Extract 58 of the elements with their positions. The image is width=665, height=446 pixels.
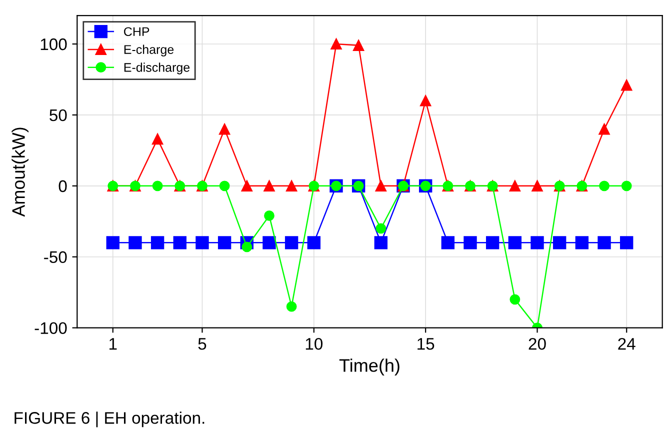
point <box>219 124 230 135</box>
point <box>508 236 522 250</box>
point <box>575 236 589 250</box>
point <box>242 242 252 252</box>
y-tick-label: 50 <box>50 109 67 122</box>
point <box>464 236 477 250</box>
x-tick-label: 1 <box>110 338 117 350</box>
x-tick-label: 10 <box>306 338 323 350</box>
point <box>509 180 520 192</box>
point <box>420 95 432 106</box>
legend-label: CHP <box>124 27 150 36</box>
point <box>264 180 275 192</box>
y-tick-label: -100 <box>34 322 67 334</box>
y-axis-title: Amout(kW) <box>12 128 28 217</box>
x-tick-label: 15 <box>418 338 434 350</box>
point <box>598 124 610 135</box>
x-tick-label: 20 <box>528 338 546 350</box>
point <box>152 134 164 145</box>
point <box>353 40 364 51</box>
point <box>262 236 276 250</box>
point <box>621 80 632 91</box>
caption: FIGURE 6 | EH operation. <box>14 412 204 428</box>
point <box>307 236 320 250</box>
x-tick-label: 5 <box>198 338 206 350</box>
point <box>441 236 455 250</box>
point <box>173 236 186 250</box>
point <box>598 236 611 250</box>
y-tick-label: 100 <box>40 38 67 50</box>
point <box>375 180 386 192</box>
point <box>374 236 388 250</box>
point <box>599 180 610 192</box>
point <box>150 236 164 250</box>
point <box>530 236 544 250</box>
point <box>152 180 163 192</box>
point <box>621 180 632 192</box>
y-tick-label: 0 <box>58 180 67 192</box>
point <box>330 38 342 50</box>
legend-label: E-charge <box>124 44 174 56</box>
point <box>620 236 634 250</box>
point <box>128 236 142 250</box>
point <box>219 180 230 192</box>
y-tick-label: -50 <box>44 251 67 264</box>
point <box>286 180 298 192</box>
point <box>241 180 252 192</box>
point <box>264 210 274 221</box>
point <box>532 180 543 192</box>
point <box>376 223 386 234</box>
point <box>510 294 520 305</box>
point <box>552 236 566 250</box>
point <box>284 236 298 250</box>
x-axis-title: Time(h) <box>339 358 400 376</box>
point <box>218 236 232 250</box>
point <box>286 301 297 312</box>
point <box>486 236 500 250</box>
point <box>196 236 209 250</box>
legend-label: E-discharge <box>124 62 190 74</box>
point <box>106 236 120 250</box>
x-tick-label: 24 <box>618 338 636 350</box>
